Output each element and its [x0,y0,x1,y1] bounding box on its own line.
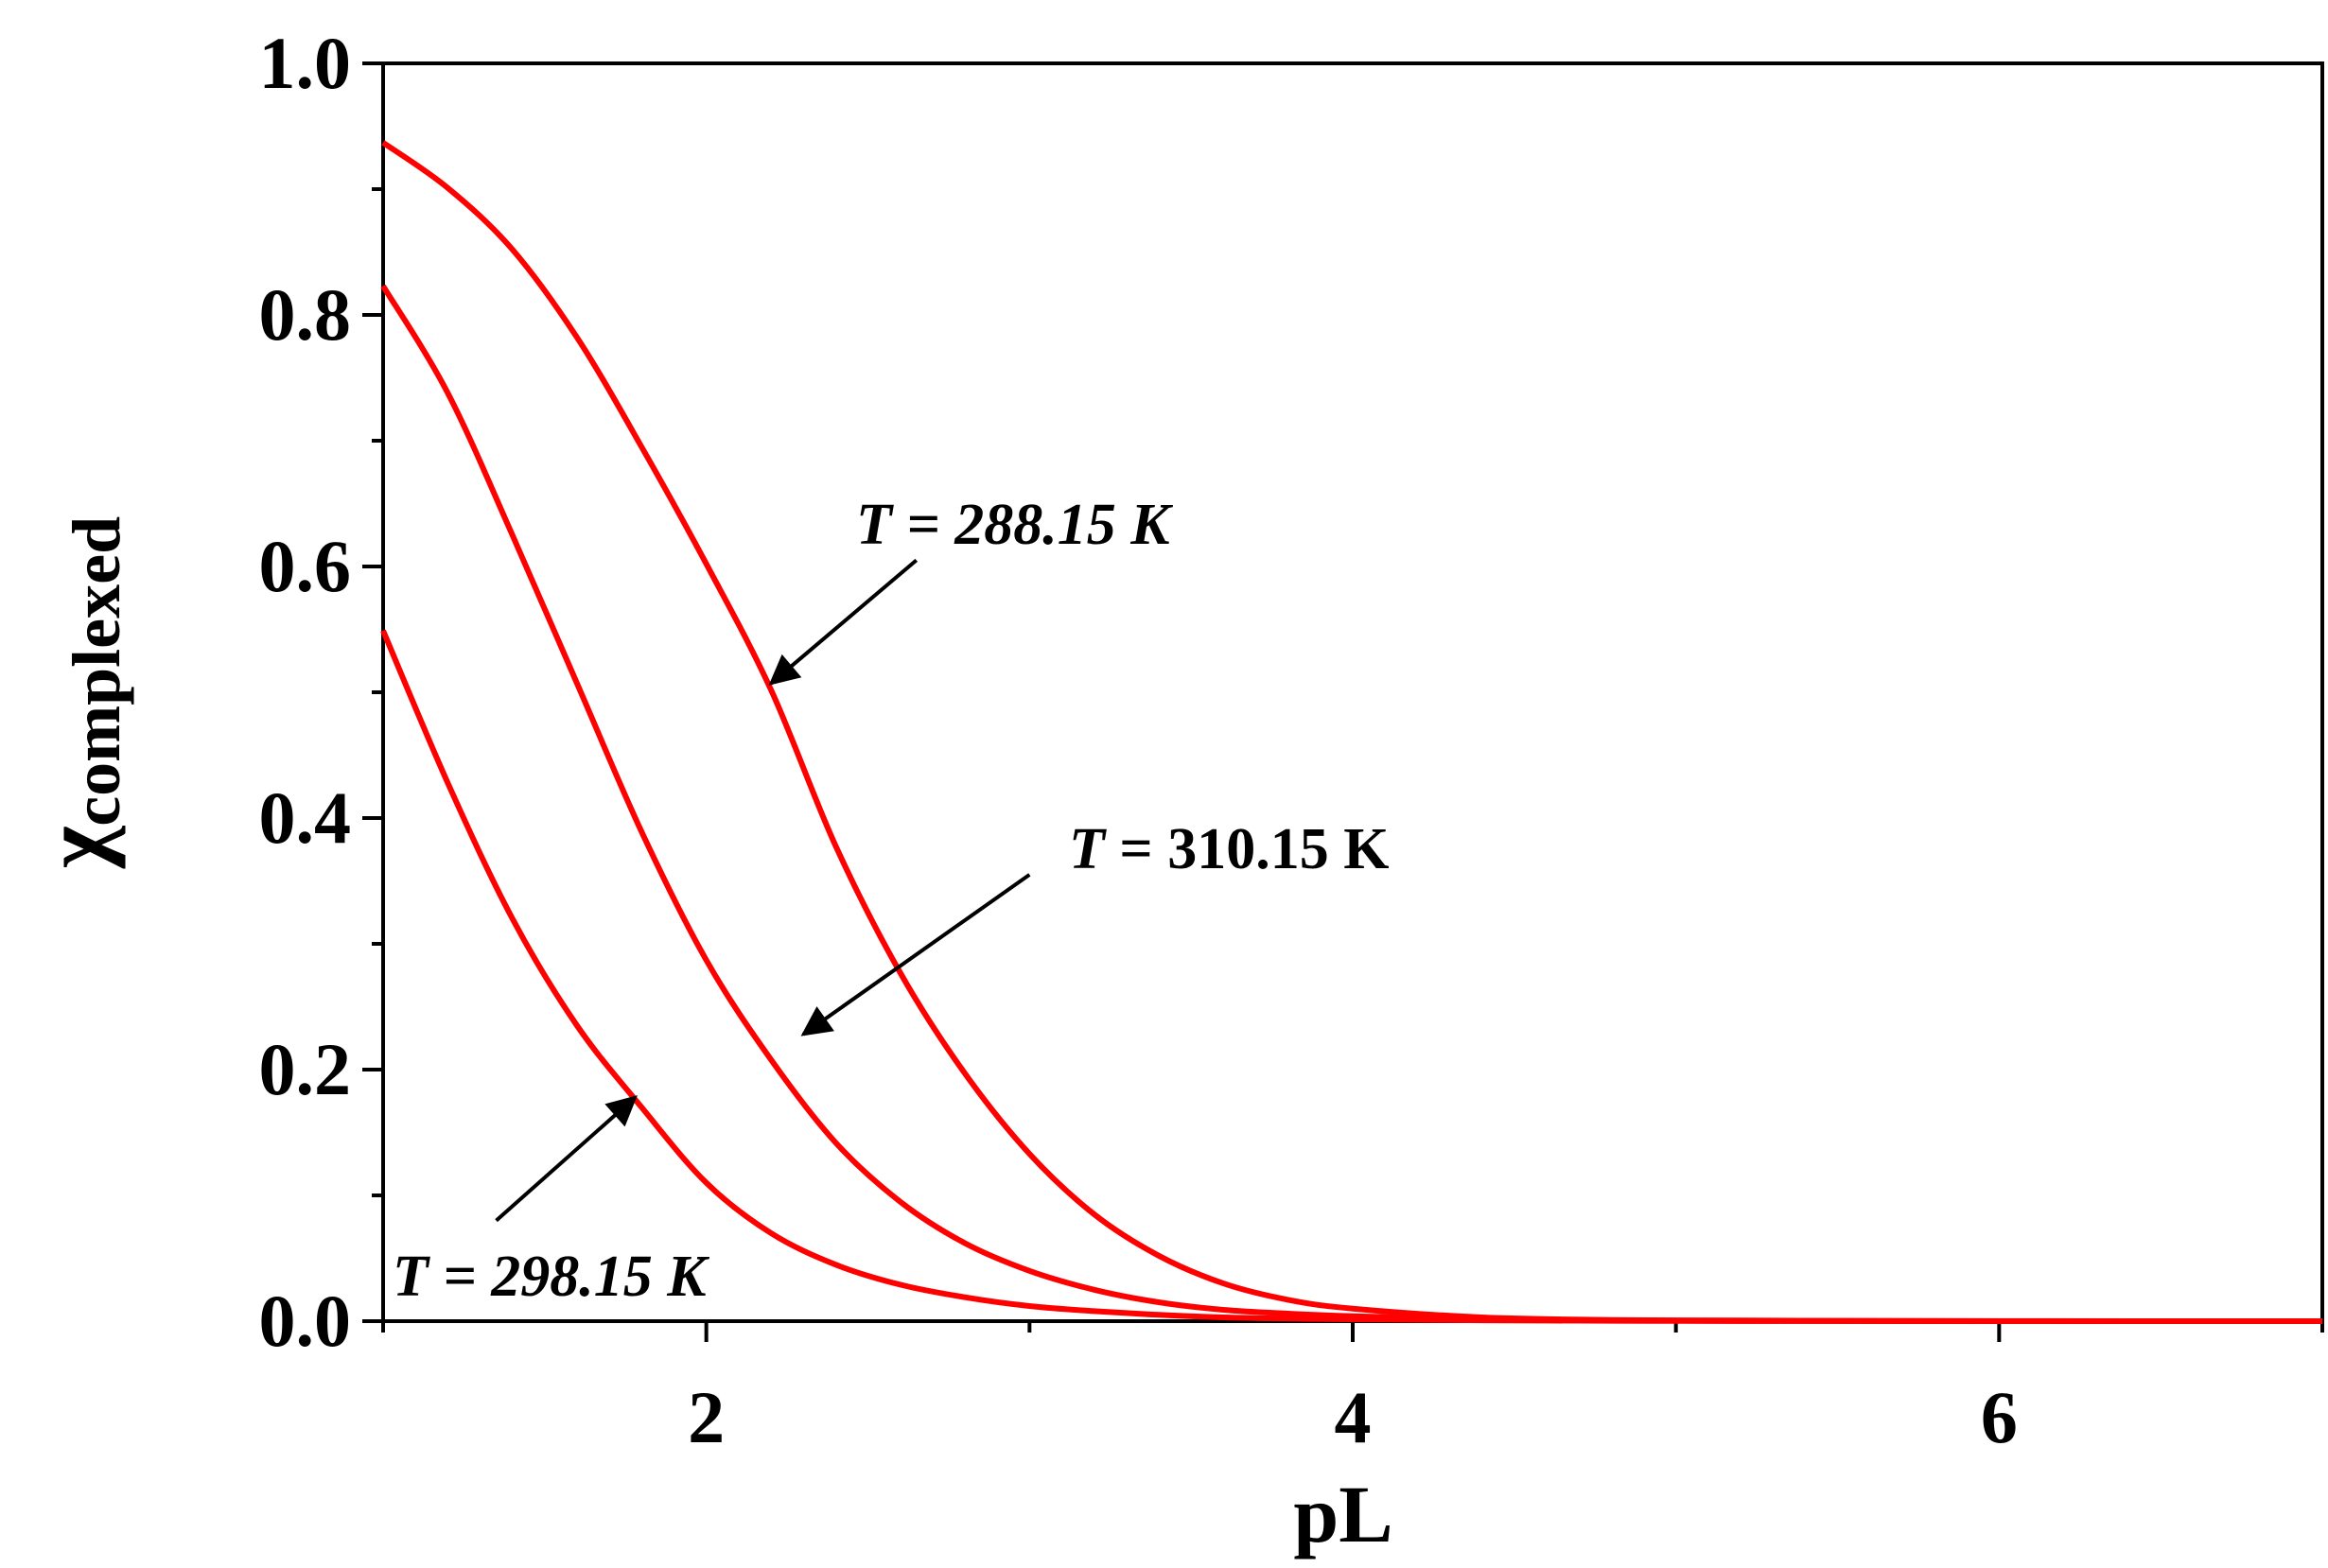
annotation-variable: T [856,493,894,557]
plot-frame [381,61,2324,1323]
series-line-2 [380,284,2322,1325]
y-tick-label: 1.0 [259,22,352,104]
x-tick-label: 6 [1981,1376,2018,1458]
annotation-value: = 310.15 K [1105,817,1390,881]
y-axis-label-symbol: χ [25,825,126,869]
annotation-label: T = 310.15 K [1069,817,1389,881]
series-line-3 [380,629,2322,1325]
annotation-arrow [800,873,1031,1037]
annotation-value: = 298.15 K [429,1245,709,1309]
y-tick-label: 0.4 [259,776,352,859]
y-tick-label: 0.6 [259,525,352,607]
x-tick-label: 4 [1335,1376,1372,1458]
y-tick-label: 0.8 [259,273,352,356]
annotation-value: = 288.15 K [892,493,1173,557]
x-tick-label: 2 [688,1376,725,1458]
annotation-variable: T [1069,817,1107,881]
x-axis-label: pL [1293,1469,1392,1559]
annotation-variable: T [393,1245,430,1309]
annotation-label: T = 288.15 K [856,493,1173,557]
y-axis-label-subscript: complexed [59,516,134,827]
y-tick-label: 0.0 [259,1280,352,1362]
annotation-arrow [768,558,919,686]
y-axis-label: χcomplexed [25,516,134,869]
y-tick-label: 0.2 [259,1028,352,1110]
annotation-arrow [495,1095,638,1223]
annotation-label: T = 298.15 K [393,1245,709,1309]
